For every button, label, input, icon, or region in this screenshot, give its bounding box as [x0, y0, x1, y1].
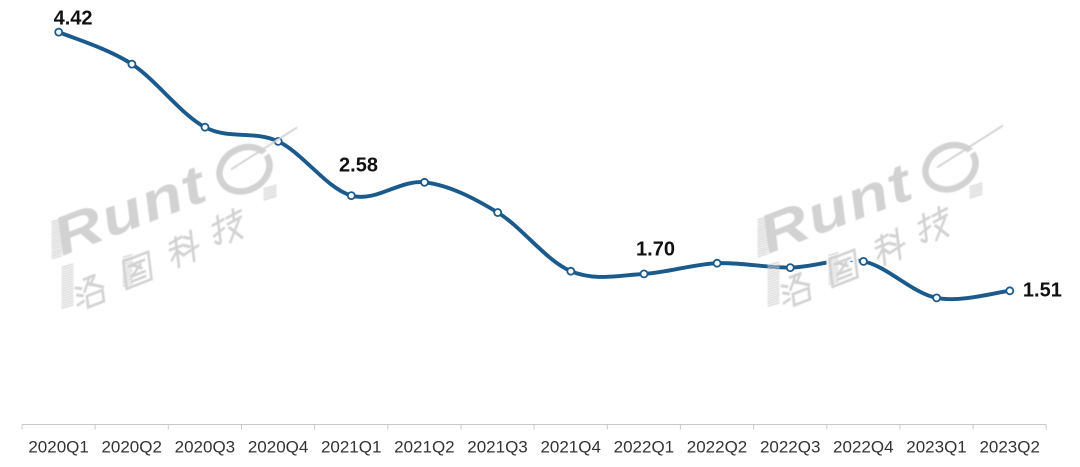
- svg-text:2021Q2: 2021Q2: [394, 438, 455, 457]
- svg-text:2020Q4: 2020Q4: [248, 438, 309, 457]
- svg-text:2021Q4: 2021Q4: [540, 438, 601, 457]
- svg-text:2022Q2: 2022Q2: [687, 438, 748, 457]
- svg-text:1.70: 1.70: [636, 239, 675, 261]
- svg-text:2022Q4: 2022Q4: [833, 438, 894, 457]
- svg-text:1.51: 1.51: [1023, 280, 1062, 302]
- svg-text:2023Q2: 2023Q2: [979, 438, 1040, 457]
- svg-text:2022Q3: 2022Q3: [760, 438, 821, 457]
- svg-text:2023Q1: 2023Q1: [906, 438, 967, 457]
- svg-text:2.58: 2.58: [339, 155, 378, 177]
- svg-text:2020Q2: 2020Q2: [101, 438, 162, 457]
- svg-text:2020Q1: 2020Q1: [28, 438, 89, 457]
- svg-text:2021Q1: 2021Q1: [321, 438, 382, 457]
- svg-text:4.42: 4.42: [54, 7, 93, 29]
- svg-text:2022Q1: 2022Q1: [614, 438, 675, 457]
- svg-text:2021Q3: 2021Q3: [467, 438, 528, 457]
- svg-text:2020Q3: 2020Q3: [175, 438, 236, 457]
